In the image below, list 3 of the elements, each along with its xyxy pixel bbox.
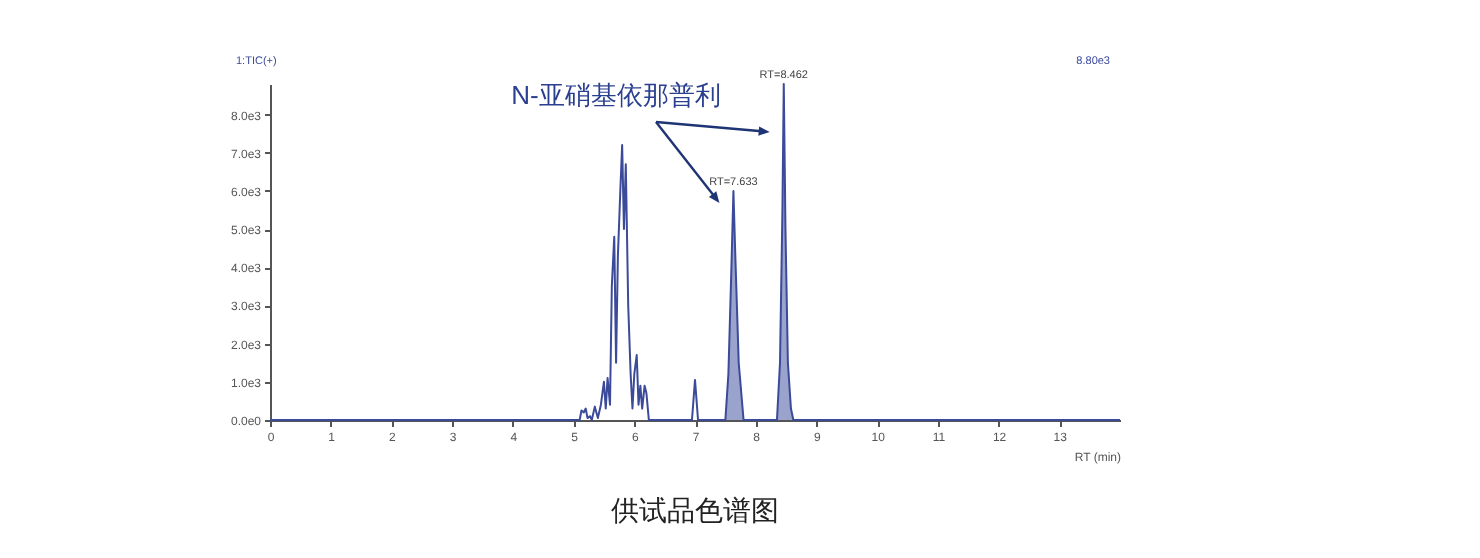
line-series <box>269 83 1121 421</box>
text: 供试品色谱图 <box>611 494 779 526</box>
annotation: N-亚硝基依那普利 <box>511 80 721 110</box>
